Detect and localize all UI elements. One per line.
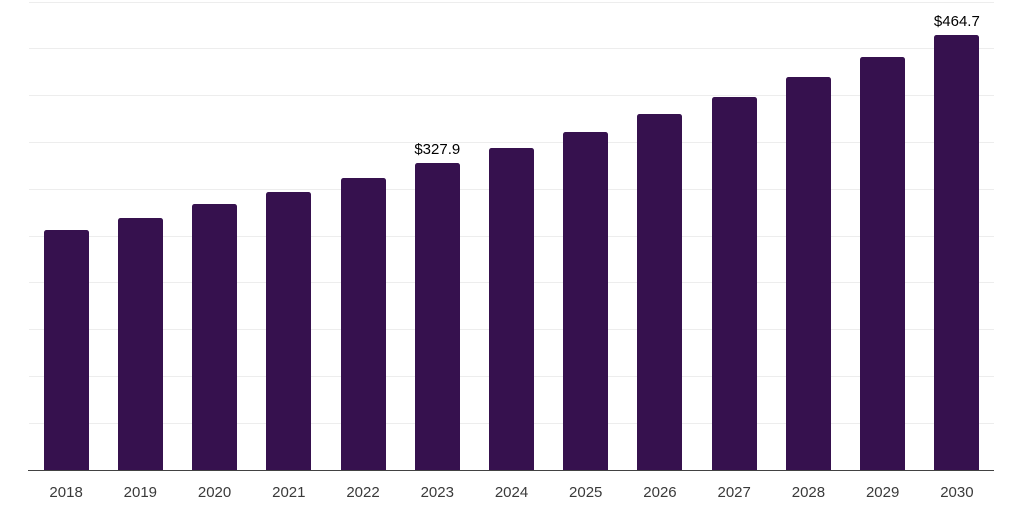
bar-2029	[860, 56, 906, 470]
bar-2022	[340, 177, 386, 470]
gridline-450	[29, 48, 994, 50]
x-tick-label-2027: 2027	[717, 484, 751, 501]
x-tick-label-2021: 2021	[272, 484, 306, 501]
x-tick-label-2025: 2025	[569, 484, 603, 501]
x-tick-label-2030: 2030	[940, 484, 974, 501]
gridline-500	[29, 1, 994, 3]
gridline-350	[29, 141, 994, 143]
bar-2021	[266, 191, 312, 470]
x-tick-label-2018: 2018	[49, 484, 83, 501]
x-tick-label-2028: 2028	[791, 484, 826, 501]
x-tick-label-2024: 2024	[494, 484, 529, 501]
data-label-2023: $327.9	[414, 141, 461, 159]
x-tick-label-2026: 2026	[643, 484, 677, 501]
bar-2020	[192, 204, 238, 470]
x-tick-label-2029: 2029	[865, 484, 900, 501]
x-tick-label-2019: 2019	[123, 484, 158, 501]
bar-2025	[563, 131, 609, 470]
bar-2030	[934, 35, 980, 470]
bar-2028	[785, 77, 831, 470]
bar-2018	[43, 229, 89, 470]
gridline-400	[29, 95, 994, 97]
x-axis-line	[28, 469, 994, 471]
bar-2027	[711, 96, 757, 470]
x-tick-label-2022: 2022	[346, 484, 380, 501]
bar-2026	[637, 113, 683, 470]
bar-2019	[117, 218, 163, 470]
data-label-2030: $464.7	[933, 13, 980, 31]
bar-2023	[414, 163, 460, 470]
bar-2024	[489, 148, 534, 470]
x-tick-label-2023: 2023	[420, 484, 454, 501]
x-tick-label-2020: 2020	[197, 484, 232, 501]
